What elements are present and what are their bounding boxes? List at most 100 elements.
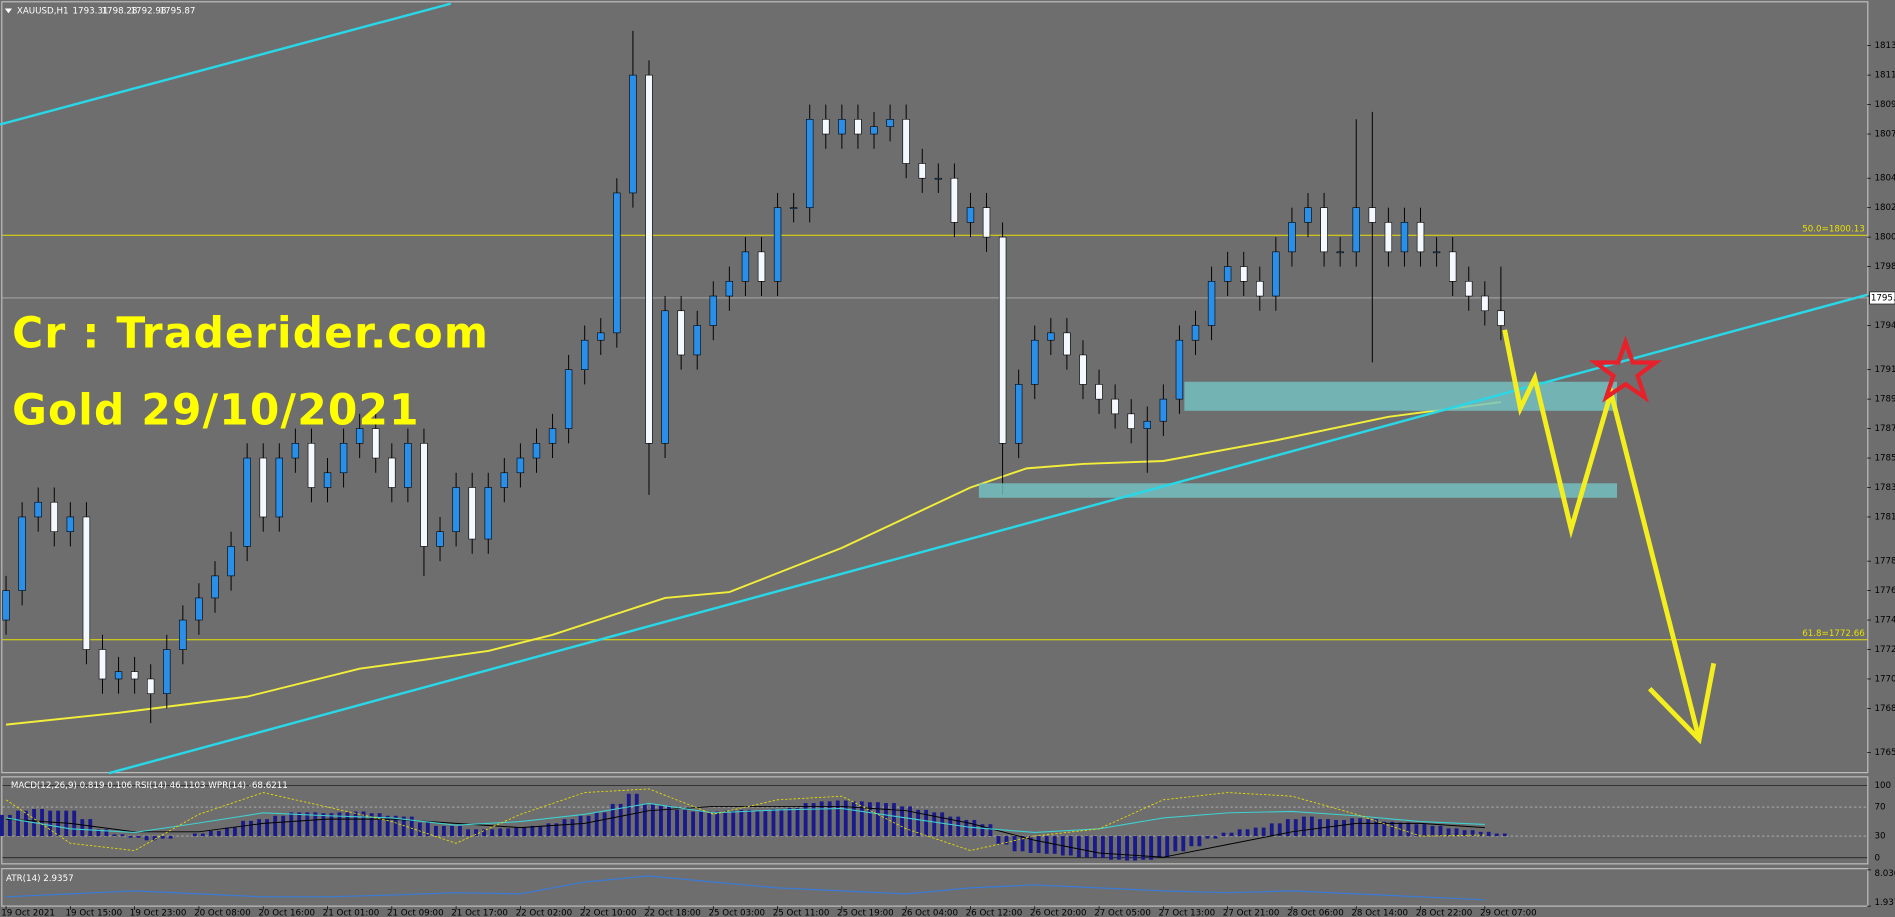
- macd-bar: [265, 819, 270, 837]
- candle-body: [1336, 251, 1344, 254]
- y-tick-label: 1791: [1874, 365, 1895, 375]
- candle-body: [436, 531, 444, 547]
- macd-bar: [514, 827, 519, 837]
- macd-bar: [546, 823, 551, 837]
- x-tick-label: 28 Oct 14:00: [1351, 908, 1408, 917]
- candle-body: [1448, 251, 1457, 282]
- x-tick-label: 27 Oct 05:00: [1094, 908, 1151, 917]
- macd-bar: [144, 836, 149, 841]
- y-tick-label: 1800: [1874, 233, 1895, 243]
- x-tick-label: 25 Oct 19:00: [837, 908, 894, 917]
- candle-body: [1384, 222, 1393, 253]
- macd-bar: [1253, 827, 1258, 837]
- macd-bar: [988, 824, 993, 837]
- candle-body: [339, 443, 348, 474]
- macd-bar: [715, 811, 720, 837]
- candle-body: [1207, 281, 1216, 326]
- macd-bar: [482, 829, 487, 837]
- candle-body: [468, 487, 476, 540]
- macd-bar: [80, 819, 85, 837]
- candle-body: [323, 472, 332, 488]
- macd-bar: [321, 813, 326, 837]
- macd-bar: [650, 803, 655, 837]
- candle-body: [18, 516, 26, 591]
- macd-bar: [1269, 823, 1274, 837]
- macd-bar: [377, 813, 382, 837]
- macd-bar: [1382, 821, 1387, 837]
- macd-bar: [675, 809, 679, 837]
- macd-bar: [779, 808, 784, 837]
- macd-bar: [450, 825, 454, 837]
- y-tick-label: 70: [1874, 803, 1885, 813]
- macd-bar: [610, 803, 615, 837]
- candle-body: [1304, 207, 1312, 223]
- macd-bar: [980, 824, 985, 837]
- x-tick-label: 22 Oct 18:00: [644, 908, 701, 917]
- macd-bar: [900, 806, 904, 837]
- macd-bar: [1486, 831, 1491, 837]
- candle-body: [243, 457, 251, 547]
- candle-body: [98, 649, 107, 680]
- candle-body: [1191, 325, 1200, 341]
- candle-body: [1031, 339, 1039, 385]
- candle-body: [1063, 332, 1071, 356]
- macd-bar: [385, 815, 390, 837]
- macd-bar: [859, 801, 864, 837]
- macd-bar: [562, 819, 567, 837]
- macd-bar: [578, 815, 583, 837]
- last-price-box: [1869, 291, 1895, 305]
- header-value: 1792.98: [131, 6, 167, 16]
- candle-body: [1432, 251, 1441, 254]
- y-tick-label: 1789: [1874, 395, 1895, 405]
- macd-bar: [1197, 836, 1202, 847]
- candle-body: [950, 177, 959, 223]
- macd-bar: [56, 810, 61, 837]
- macd-bar: [1406, 822, 1411, 837]
- y-tick-label: 1772: [1874, 645, 1895, 655]
- trend-line: [0, 2, 452, 126]
- macd-title: MACD(12,26,9) 0.819 0.106 RSI(14) 46.110…: [11, 781, 288, 791]
- macd-bar: [393, 815, 398, 837]
- macd-bar: [7, 814, 12, 837]
- candle-body: [1111, 398, 1119, 415]
- macd-bar: [24, 810, 28, 837]
- macd-bar: [208, 830, 213, 837]
- macd-bar: [1454, 828, 1459, 837]
- candle-body: [693, 325, 701, 356]
- macd-bar: [707, 811, 712, 837]
- candle-body: [1127, 413, 1135, 429]
- x-tick-label: 25 Oct 03:00: [708, 908, 765, 917]
- candle-body: [195, 597, 203, 621]
- macd-bar: [1004, 836, 1009, 845]
- candle-body: [516, 457, 525, 474]
- candle-body: [1175, 339, 1184, 400]
- main-frame: [1, 1, 1869, 774]
- candle-body: [1416, 222, 1425, 253]
- candle-body: [484, 487, 492, 540]
- macd-bar: [602, 812, 607, 837]
- candle-body: [1352, 207, 1360, 253]
- macd-bar: [908, 806, 912, 837]
- candle-body: [709, 295, 717, 326]
- candle-body: [1320, 207, 1328, 253]
- macd-bar: [490, 829, 495, 837]
- macd-bar: [1326, 819, 1330, 837]
- y-tick-label: 1768: [1874, 704, 1895, 714]
- annotation: Gold 29/10/2021: [12, 386, 420, 435]
- y-tick-label: 1776: [1874, 586, 1895, 596]
- macd-bar: [120, 834, 125, 837]
- trend-line: [108, 293, 1868, 775]
- macd-bar: [1309, 816, 1314, 837]
- y-tick-label: 1798: [1874, 262, 1895, 272]
- macd-bar: [1165, 836, 1170, 858]
- macd-bar: [16, 810, 20, 837]
- y-tick-label: 30: [1874, 832, 1885, 842]
- macd-bar: [281, 815, 286, 837]
- candle-body: [163, 649, 171, 694]
- macd-signal: [6, 805, 1485, 858]
- macd-bar: [40, 808, 44, 837]
- macd-bar: [361, 811, 366, 837]
- macd-bar: [441, 825, 446, 837]
- candle-body: [934, 177, 943, 180]
- x-tick-label: 20 Oct 08:00: [194, 908, 251, 917]
